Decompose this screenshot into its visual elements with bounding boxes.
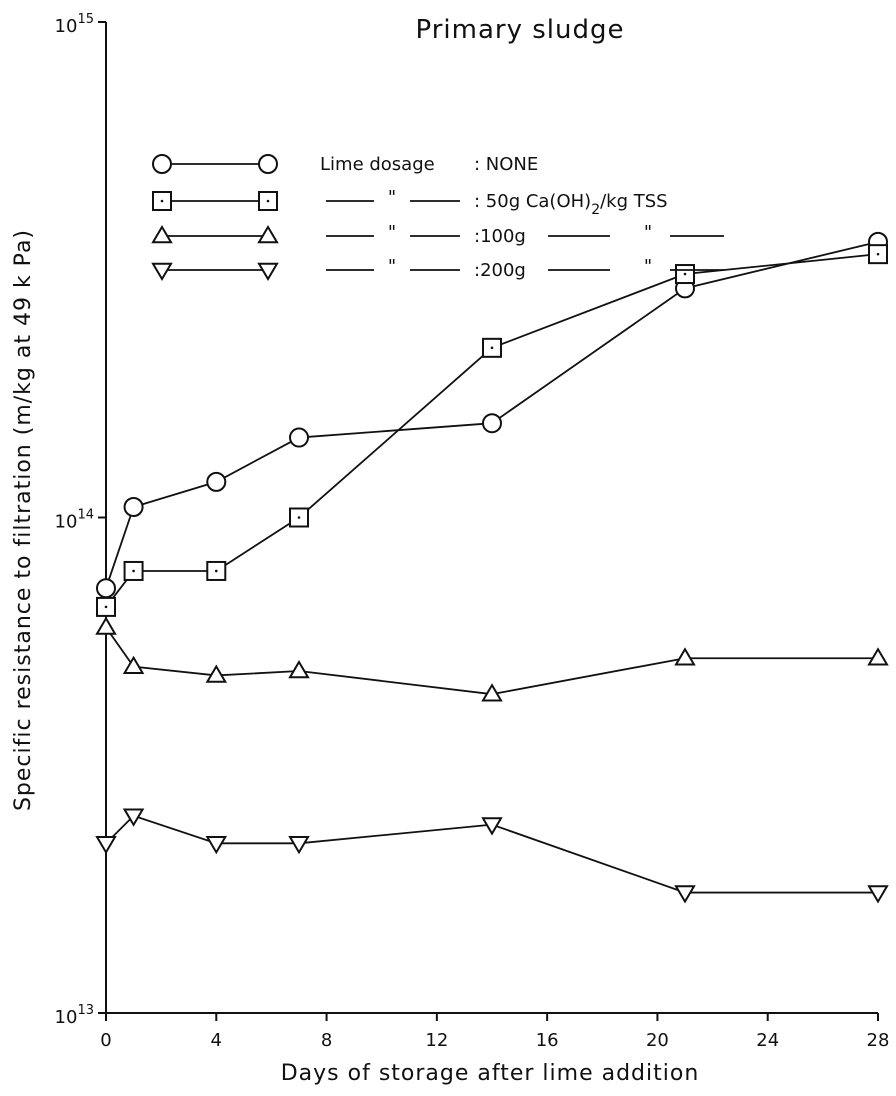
x-axis-label: Days of storage after lime addition [281,1061,700,1086]
legend-ditto-mark: " [644,256,652,277]
data-point-triangle-down [95,836,117,855]
data-point-circle [96,578,116,599]
data-point-circle [123,497,144,518]
legend-label-subscript: 2 [591,202,600,218]
chart-title: Primary sludge [416,15,625,45]
data-point-circle [206,471,227,492]
data-point-triangle-up [205,664,228,683]
data-point-square-dot [104,605,108,609]
x-tick-label: 16 [536,1030,559,1051]
legend-marker-start [152,154,172,174]
legend-marker-start [151,225,173,244]
data-point-triangle-up [288,660,310,679]
y-tick-exponent: 13 [77,1003,94,1018]
data-point-triangle-up [867,647,889,666]
x-tick-label: 4 [211,1030,222,1051]
legend-label-text: :100g [474,226,526,247]
legend-label-text: :200g [474,260,526,281]
data-point-triangle-up [95,616,117,635]
data-point-square-dot [214,569,218,573]
data-point-triangle-down [288,836,310,855]
x-tick-label: 8 [321,1030,332,1051]
legend-label-text: : 50g Ca(OH) [474,191,591,212]
y-tick-label: 1013 [55,1003,94,1028]
legend-label: :100g [474,226,526,247]
data-point-triangle-down [481,817,503,836]
data-point-triangle-down [205,836,228,855]
y-tick-exponent: 15 [77,12,94,27]
y-tick-label: 1015 [55,12,94,37]
y-tick-base: 10 [55,1007,78,1028]
x-tick-label: 12 [425,1030,448,1051]
legend-label: : NONE [474,154,538,175]
data-point-circle [482,413,502,434]
legend-ditto-mark: " [388,187,396,208]
legend-label: :200g [474,260,526,281]
series-markers [95,231,889,904]
legend-marker-end-dot [266,199,270,203]
x-tick-label: 28 [867,1030,890,1051]
legend-heading: Lime dosage [320,154,435,175]
legend-ditto-mark: " [644,222,652,243]
x-tick-label: 0 [100,1030,111,1051]
y-tick-base: 10 [55,16,78,37]
y-axis-label: Specific resistance to filtration (m/kg … [11,229,36,811]
x-tick-label: 24 [756,1030,779,1051]
legend-marker-start-dot [160,199,164,203]
data-point-square-dot [876,252,880,256]
data-point-triangle-down [674,885,696,904]
data-point-circle [289,427,309,448]
legend-label: : 50g Ca(OH)2/kg TSS [474,191,668,218]
legend-marker-end [258,154,278,174]
data-point-square-dot [490,346,494,350]
data-point-square-dot [683,272,687,276]
data-point-square-dot [132,569,135,573]
data-point-square-dot [297,516,301,519]
legend-label-tail: /kg TSS [600,191,667,212]
x-ticks: 0 4 8 12 16 20 24 28 [100,1013,889,1051]
legend-marker-end [257,225,279,244]
legend-marker-end [257,262,279,281]
legend-label-text: : NONE [474,154,538,175]
y-tick-exponent: 14 [77,508,94,523]
data-point-triangle-up [122,655,145,674]
legend-ditto-mark: " [388,222,396,243]
y-tick-label: 1014 [55,508,94,533]
legend-marker-start [151,262,173,281]
data-point-triangle-up [481,683,503,702]
y-tick-base: 10 [55,512,78,533]
data-point-triangle-down [867,885,889,904]
x-tick-label: 20 [646,1030,669,1051]
legend: Lime dosage : NONE " : 50g Ca(OH)2/kg TSS ":… [151,154,724,281]
legend-ditto-mark: " [388,256,396,277]
data-point-triangle-up [674,647,696,666]
data-point-triangle-down [122,808,145,827]
